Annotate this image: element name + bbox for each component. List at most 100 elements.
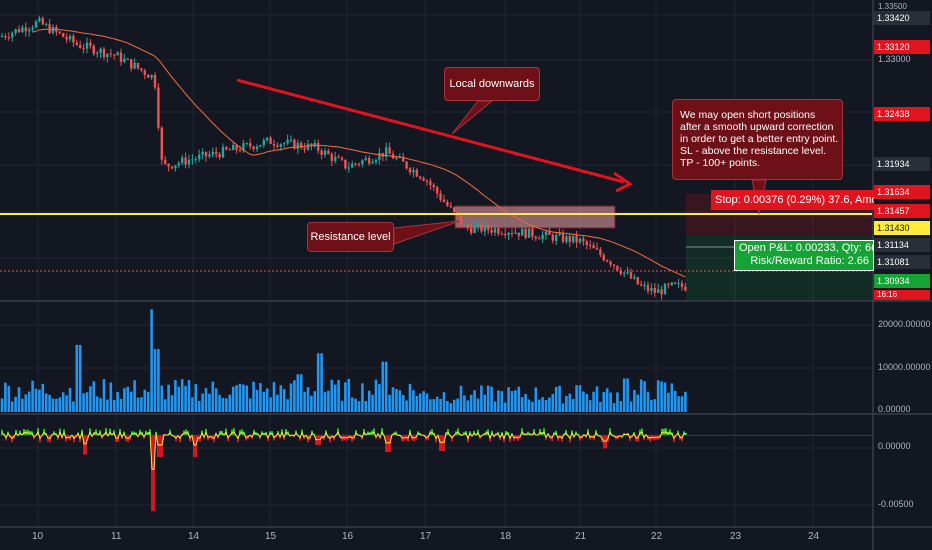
- volume-bar-74: [252, 381, 255, 412]
- price-tag-1-32438: 1.32438: [874, 107, 930, 121]
- candle-body-175: [595, 248, 599, 250]
- candle-body-50: [170, 166, 174, 169]
- volume-bar-159: [541, 397, 544, 412]
- volume-bar-165: [561, 403, 565, 412]
- candle-body-75: [255, 146, 259, 150]
- candle-body-140: [476, 223, 480, 227]
- candle-body-195: [663, 284, 667, 295]
- candle-body-133: [453, 207, 456, 212]
- volume-bar-58: [197, 400, 201, 412]
- candle-body-48: [164, 159, 167, 164]
- volume-bar-174: [592, 391, 595, 412]
- volume-bar-172: [585, 394, 589, 412]
- candle-body-70: [238, 149, 242, 151]
- volume-bar-26: [89, 386, 92, 412]
- candle-body-185: [629, 272, 633, 279]
- candle-body-137: [466, 224, 469, 228]
- candle-body-147: [500, 233, 503, 235]
- candle-body-171: [582, 238, 585, 242]
- volume-bar-20: [68, 387, 72, 412]
- volume-bar-200: [680, 396, 684, 412]
- volume-bar-130: [442, 392, 446, 412]
- candle-body-154: [524, 228, 527, 238]
- callout-resistance-level[interactable]: Resistance level: [307, 222, 394, 252]
- callout-local-downwards[interactable]: Local downwards: [444, 67, 540, 101]
- volume-bar-193: [656, 380, 660, 412]
- osc-bar-192: [385, 435, 387, 453]
- volume-bar-52: [177, 386, 181, 412]
- candle-body-76: [259, 145, 262, 147]
- osc-bar-79: [159, 435, 161, 457]
- volume-bar-171: [582, 391, 585, 412]
- volume-bar-177: [602, 392, 606, 412]
- volume-bar-11: [38, 389, 41, 412]
- candle-body-14: [48, 24, 51, 34]
- candle-body-166: [565, 236, 568, 242]
- candle-body-144: [490, 229, 493, 233]
- candle-body-10: [34, 21, 38, 28]
- volume-bar-170: [578, 385, 582, 412]
- volume-bar-93: [316, 353, 320, 412]
- osc-axis-0: 0.00000: [878, 441, 911, 451]
- candle-body-119: [405, 161, 408, 169]
- volume-bar-135: [459, 385, 463, 412]
- volume-bar-34: [116, 391, 119, 412]
- volume-bar-111: [378, 384, 381, 412]
- candle-body-25: [85, 42, 89, 49]
- volume-bar-142: [483, 394, 487, 412]
- candle-body-130: [442, 199, 446, 202]
- volume-bar-50: [170, 395, 174, 412]
- candle-body-107: [364, 158, 367, 161]
- candle-body-93: [317, 142, 320, 151]
- volume-bar-22: [75, 344, 79, 412]
- candle-body-124: [422, 178, 425, 181]
- candle-body-127: [432, 184, 435, 188]
- candle-body-86: [293, 139, 296, 149]
- volume-bar-65: [221, 397, 225, 412]
- stop-label[interactable]: Stop: 0.00376 (0.29%) 37.6, Amou: [711, 190, 874, 210]
- volume-bar-96: [327, 390, 330, 412]
- volume-bar-191: [650, 399, 653, 412]
- volume-bar-125: [425, 393, 429, 412]
- volume-bar-97: [330, 379, 334, 412]
- candle-body-122: [415, 169, 418, 177]
- candle-body-20: [68, 35, 72, 40]
- candle-body-91: [310, 143, 313, 147]
- volume-bar-30: [102, 379, 106, 412]
- candle-body-40: [136, 62, 140, 69]
- callout-trade-idea[interactable]: We may open short positions after a smoo…: [672, 99, 843, 180]
- osc-bar-0: [1, 429, 3, 436]
- idea-line-4: SL - above the resistance level.: [680, 145, 827, 157]
- pnl-text: Open P&L: 0.00233, Qty: 664: [739, 242, 874, 254]
- candle-body-9: [31, 27, 34, 30]
- candle-body-4: [14, 29, 17, 33]
- volume-bar-17: [58, 397, 62, 412]
- candle-body-5: [17, 29, 21, 33]
- pnl-label[interactable]: Open P&L: 0.00233, Qty: 664 Risk/Reward …: [734, 240, 874, 271]
- volume-bar-133: [452, 399, 456, 412]
- candle-body-106: [361, 160, 364, 165]
- candle-body-57: [194, 159, 197, 161]
- osc-bar-41: [83, 435, 85, 455]
- candle-body-79: [269, 137, 272, 144]
- candle-body-2: [7, 37, 10, 39]
- osc-signal-line: [1, 430, 687, 470]
- candle-body-192: [653, 288, 656, 293]
- volume-bar-21: [72, 401, 75, 412]
- volume-bar-37: [126, 386, 130, 412]
- candle-body-190: [646, 285, 650, 291]
- candle-body-30: [102, 48, 106, 58]
- candle-body-68: [232, 145, 235, 151]
- candle-body-39: [133, 62, 136, 69]
- candle-body-177: [602, 254, 605, 261]
- volume-bar-190: [646, 391, 650, 412]
- candle-body-73: [249, 143, 252, 147]
- candle-body-169: [575, 235, 578, 243]
- candle-body-33: [113, 54, 116, 56]
- candle-body-110: [374, 160, 378, 163]
- volume-bar-36: [123, 388, 126, 412]
- osc-bar-220: [441, 435, 443, 451]
- candle-body-7: [24, 27, 27, 32]
- volume-bar-107: [364, 400, 368, 412]
